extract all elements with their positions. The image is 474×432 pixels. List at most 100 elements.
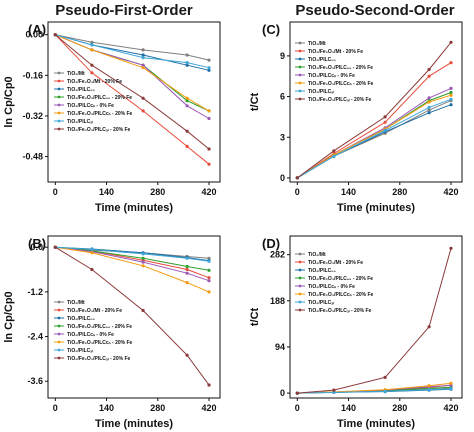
legend-label: TiO₂/Fe₂O₃/PILCᴄₙ - 20% Fe [67,111,133,117]
data-point [427,108,431,112]
legend-label: TiO₂/Mt [67,71,85,77]
data-point [141,252,145,256]
legend: TiO₂/Mt TiO₂/Fe₂O₃/Mt - 20% Fe TiO₂/PILC₀₀… [54,71,133,133]
y-tick-label: 0.0 [30,242,43,252]
legend-marker [298,49,302,53]
data-point [332,154,336,158]
data-point [90,43,94,47]
series-line [55,34,210,61]
data-point [185,353,189,357]
data-point [141,63,145,67]
legend-marker [57,95,61,99]
legend-label: TiO₂/PILC₀₀ [308,268,336,274]
data-point [427,74,431,78]
data-point [383,375,387,379]
legend-label: TiO₂/Mt [308,41,326,47]
data-point [53,33,57,37]
legend-marker [298,300,302,304]
data-point [449,93,453,97]
legend-label: TiO₂/Fe₂O₃/PILCᴄₙ - 20% Fe [308,292,374,298]
legend-label: TiO₂/Fe₂O₃/PILCₐₗ - 20% Fe [308,308,372,314]
data-point [185,99,189,103]
chart-panel-A: 0 140 280 420 0.00 -0.16 -0.32 -0.48 Time (minut… [3,21,221,214]
data-point [141,66,145,70]
legend-marker [298,65,302,69]
legend-label: TiO₂/Fe₂O₃/PILC₀₀ - 20% Fe [308,65,373,71]
series-line [297,92,452,179]
y-axis-label: ln Cp/Cp0 [3,76,15,127]
data-point [141,56,145,60]
data-point [295,391,299,395]
legend-marker [57,87,61,91]
data-point [185,96,189,100]
x-tick-label: 0 [295,187,300,197]
data-point [332,388,336,392]
x-tick-label: 140 [99,187,114,197]
data-point [90,40,94,44]
data-point [207,383,211,387]
legend-marker [298,81,302,85]
legend-marker [57,308,61,312]
plot-frame [289,235,463,399]
data-point [449,61,453,65]
data-point [141,260,145,264]
data-point [207,68,211,72]
data-point [449,103,453,107]
data-point [427,96,431,100]
y-tick-label: -1.2 [27,287,43,297]
y-tick-label: -0.48 [22,152,43,162]
data-point [427,384,431,388]
legend-marker [298,276,302,280]
x-axis-label: Time (minutes) [95,418,173,430]
x-tick-label: 280 [392,187,407,197]
x-tick-label: 280 [150,403,165,413]
data-point [185,63,189,67]
data-point [185,256,189,260]
data-point [90,251,94,255]
y-tick-label: 0.00 [25,30,43,40]
legend-marker [298,89,302,93]
legend-label: TiO₂/Fe₂O₃/PILCᴄₙ - 20% Fe [308,81,374,87]
plot-frame [289,21,463,183]
data-point [383,389,387,393]
y-tick-label: 6 [280,92,285,102]
data-point [427,388,431,392]
legend-marker [298,57,302,61]
legend-label: TiO₂/Fe₂O₃/Mt - 20% Fe [67,79,122,85]
legend-marker [57,103,61,107]
legend-marker [298,252,302,256]
data-point [90,48,94,52]
data-point [53,245,57,249]
data-point [185,267,189,272]
data-point [383,115,387,119]
x-tick-label: 420 [202,403,217,413]
legend-label: TiO₂/PILC₀₀ [67,316,95,322]
x-tick-label: 280 [392,403,407,413]
data-point [185,271,189,275]
legend-label: TiO₂/PILCₐₗ [308,300,334,306]
data-point [207,259,211,263]
legend-marker [57,324,61,328]
y-axis-label: t/Ct [249,93,261,112]
legend-marker [57,79,61,83]
legend-marker [57,332,61,336]
legend-marker [298,268,302,272]
x-tick-label: 0 [53,187,58,197]
data-point [332,149,336,153]
legend-label: TiO₂/Fe₂O₃/PILC₀₀ - 20% Fe [67,324,132,330]
data-point [207,276,211,280]
x-tick-label: 140 [341,403,356,413]
legend-label: TiO₂/Fe₂O₃/PILC₀₀ - 20% Fe [308,276,373,282]
legend-label: TiO₂/Fe₂O₃/Mt - 20% Fe [67,308,122,314]
legend-label: TiO₂/PILCₐₗ [308,89,334,95]
data-point [141,48,145,52]
data-point [427,105,431,109]
title-right: Pseudo-Second-Order [295,2,454,19]
x-tick-label: 140 [341,187,356,197]
data-point [207,268,211,272]
data-point [449,40,453,44]
y-tick-label: 282 [270,250,285,260]
x-tick-label: 0 [295,403,300,413]
legend: TiO₂/Mt TiO₂/Fe₂O₃/Mt - 20% Fe TiO₂/PILC₀₀… [295,252,374,314]
